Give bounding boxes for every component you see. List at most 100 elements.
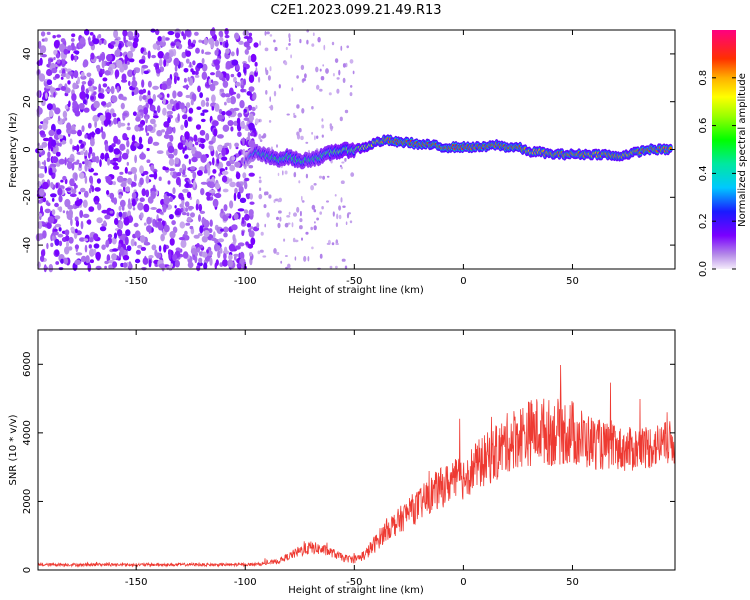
spectrogram-cell xyxy=(176,76,180,81)
spectrogram-cell xyxy=(243,41,250,48)
spectrogram-cell xyxy=(156,130,163,137)
spectrogram-cell xyxy=(231,156,236,161)
spectrogram-cell xyxy=(83,107,90,113)
spectrogram-cell xyxy=(188,140,193,149)
spectrogram-cell xyxy=(112,162,119,166)
spectrogram-cell xyxy=(85,149,88,157)
spectrogram-cell xyxy=(203,262,208,270)
spectrogram-cell xyxy=(338,69,341,76)
spectrogram-cell xyxy=(311,204,316,210)
spectrogram-cell xyxy=(273,39,276,43)
spectrogram-cell xyxy=(79,210,84,218)
spectrogram-cell xyxy=(187,76,190,82)
spectrogram-cell xyxy=(194,71,199,75)
spectrogram-cell xyxy=(201,49,205,54)
spectrogram-cell xyxy=(113,117,118,125)
spectrogram-cell xyxy=(77,76,80,85)
spectrogram-cell xyxy=(231,224,238,231)
spectrogram-cell xyxy=(265,69,269,76)
spectrogram-cell xyxy=(102,77,108,82)
spectrogram-cell xyxy=(104,143,109,152)
spectrogram-cell xyxy=(306,39,309,45)
spectrogram-cell xyxy=(169,168,176,172)
snr-series-line xyxy=(37,364,676,568)
spectrogram-cell xyxy=(85,255,90,264)
spectrogram-cell xyxy=(54,73,60,79)
spectrogram-cell xyxy=(88,237,94,243)
spectrogram-cell xyxy=(131,192,137,199)
spectrogram-cell xyxy=(346,45,350,49)
spectrogram-cell xyxy=(208,228,213,234)
spectrogram-cell xyxy=(114,49,121,58)
spectrogram-cell xyxy=(300,135,304,141)
spectrogram-cell xyxy=(221,147,227,157)
spectrogram-cell xyxy=(199,210,206,214)
spectrogram-cell xyxy=(225,110,232,116)
spectrogram-cell xyxy=(204,51,212,55)
spectrogram-cell xyxy=(138,59,146,64)
spectrogram-cell xyxy=(105,175,112,184)
spectrogram-cell xyxy=(64,105,69,110)
spectrogram-cell xyxy=(284,255,288,257)
spectrogram-cell xyxy=(166,103,173,110)
spectrogram-cell xyxy=(84,244,88,253)
spectrogram-cell xyxy=(296,75,299,79)
spectrogram-cell xyxy=(175,247,181,252)
spectrogram-cell xyxy=(249,201,255,205)
spectrogram-cell xyxy=(174,205,177,209)
spectrogram-cell xyxy=(48,59,51,67)
spectrogram-cell xyxy=(273,90,277,97)
spectrogram-cell xyxy=(236,47,239,57)
spectrogram-cell xyxy=(259,187,262,191)
spectrogram-cell xyxy=(148,226,151,235)
spectrogram-cell xyxy=(113,197,118,205)
spectrogram-cell xyxy=(127,210,131,217)
spectrogram-cell xyxy=(138,136,143,144)
spectrogram-cell xyxy=(175,176,181,186)
spectrogram-cell xyxy=(216,159,220,164)
spectrogram-cell xyxy=(106,190,110,195)
spectrogram-cell xyxy=(315,66,319,73)
spectrogram-cell xyxy=(179,167,184,174)
spectrogram-cell xyxy=(142,51,148,56)
spectrogram-cell xyxy=(68,209,73,217)
spectrogram-cell xyxy=(44,37,48,42)
spectrogram-cell xyxy=(116,59,123,69)
spectrogram-cell xyxy=(243,209,249,214)
spectrogram-cell xyxy=(54,238,60,246)
spectrogram-cell xyxy=(237,208,245,212)
spectrogram-cell xyxy=(137,244,143,249)
spectrogram-cell xyxy=(230,126,234,132)
spectrogram-cell xyxy=(208,140,214,145)
spectrogram-cell xyxy=(236,93,241,99)
spectrogram-cell xyxy=(240,88,246,93)
spectrogram-cell xyxy=(70,129,77,135)
spectrogram-cell xyxy=(101,101,107,106)
spectrogram-cell xyxy=(152,85,160,90)
spectrogram-cell xyxy=(80,187,86,193)
spectrogram-cell xyxy=(157,51,164,59)
spectrogram-cell xyxy=(81,81,87,85)
spectrogram-cell xyxy=(236,117,241,125)
spectrogram-cell xyxy=(294,239,299,243)
spectrogram-cell xyxy=(46,202,51,207)
spectrogram-cell xyxy=(89,248,95,257)
spectrogram-cell xyxy=(241,230,245,236)
spectrogram-cell xyxy=(168,153,175,159)
spectrogram-cell xyxy=(220,228,224,232)
spectrogram-cell xyxy=(60,258,65,264)
spectrogram-cell xyxy=(184,230,188,236)
spectrogram-cell xyxy=(249,252,253,257)
spectrogram-cell xyxy=(299,218,303,223)
spectrogram-cell xyxy=(112,165,120,170)
spectrogram-cell xyxy=(52,35,56,39)
spectrogram-cell xyxy=(302,78,306,82)
spectrogram-cell xyxy=(132,207,136,211)
spectrogram-cell xyxy=(132,75,136,82)
spectrogram-cell xyxy=(82,213,90,218)
spectrogram-cell xyxy=(157,218,163,222)
spectrogram-cell xyxy=(74,110,81,117)
spectrogram-cell xyxy=(243,67,247,74)
spectrogram-cell xyxy=(54,223,62,228)
spectrogram-cell xyxy=(93,248,97,255)
